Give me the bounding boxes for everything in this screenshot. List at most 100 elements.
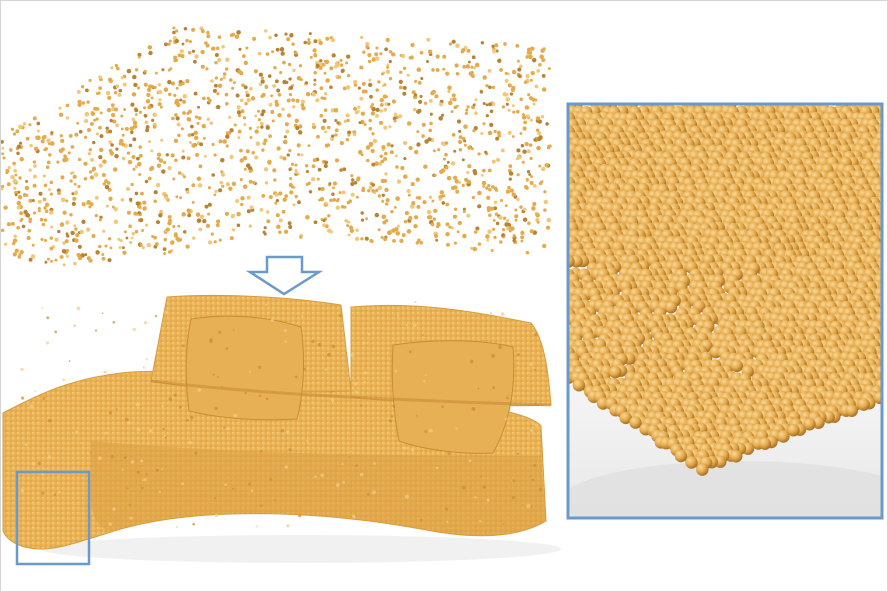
sparse-point (274, 102, 280, 107)
sparse-point (445, 232, 450, 237)
sparse-point (78, 129, 83, 134)
sparse-point (545, 122, 549, 126)
sparse-point (347, 233, 351, 237)
sparse-point (27, 228, 32, 233)
sparse-point (367, 189, 371, 193)
sparse-point (242, 116, 247, 120)
dense-point (112, 507, 116, 511)
sparse-point (174, 158, 178, 162)
sparse-point (16, 225, 20, 230)
sparse-point (538, 63, 542, 67)
dense-point (492, 386, 496, 390)
sparse-point (108, 129, 113, 134)
sparse-point (375, 88, 379, 92)
sparse-point (98, 218, 102, 222)
dense-point (103, 370, 107, 374)
sparse-point (98, 86, 102, 90)
sparse-point (279, 47, 285, 52)
sparse-point (498, 215, 503, 220)
sparse-point (394, 154, 398, 158)
sparse-point (182, 175, 186, 179)
sparse-point (318, 66, 323, 70)
zoomed-point (885, 319, 887, 331)
dense-point (397, 314, 400, 317)
dense-point (20, 488, 25, 493)
sparse-point (282, 156, 287, 161)
sparse-point (413, 215, 419, 220)
dense-point (108, 411, 113, 415)
sparse-point (423, 164, 428, 169)
dense-point (341, 462, 344, 466)
sparse-point (396, 179, 402, 184)
sparse-point (71, 192, 75, 196)
sparse-point (516, 197, 520, 202)
sparse-point (200, 64, 205, 69)
sparse-point (60, 197, 66, 203)
sparse-point (237, 129, 242, 134)
sparse-point (84, 111, 90, 117)
sparse-point (227, 131, 232, 135)
sparse-point (324, 130, 328, 134)
sparse-point (215, 223, 220, 228)
sparse-point (143, 82, 148, 87)
sparse-point (428, 195, 433, 199)
sparse-point (36, 129, 40, 133)
sparse-point (446, 160, 450, 164)
sparse-point (436, 225, 440, 229)
sparse-point (129, 240, 133, 245)
sparse-point (215, 46, 220, 51)
sparse-point (128, 224, 132, 228)
sparse-point (466, 170, 470, 175)
sparse-point (265, 125, 270, 130)
sparse-point (106, 107, 112, 113)
sparse-point (84, 253, 88, 257)
sparse-point (303, 40, 307, 45)
sparse-point (115, 66, 120, 71)
sparse-point (482, 168, 486, 173)
sparse-point (428, 215, 433, 220)
sparse-point (387, 102, 391, 106)
sparse-point (261, 194, 266, 198)
sparse-point (279, 155, 283, 160)
sparse-point (415, 241, 420, 245)
sparse-point (198, 227, 203, 232)
sparse-point (191, 200, 195, 204)
sparse-point (49, 180, 54, 185)
sparse-point (305, 169, 309, 174)
sparse-point (145, 223, 149, 227)
sparse-point (288, 168, 292, 171)
sparse-point (294, 194, 298, 199)
dense-point (53, 493, 57, 497)
sparse-point (508, 171, 514, 176)
sparse-point (278, 218, 283, 223)
sparse-point (73, 182, 77, 186)
sparse-point (413, 224, 418, 229)
sparse-point (403, 220, 408, 224)
sparse-point (33, 146, 39, 151)
sparse-point (388, 59, 392, 64)
sparse-point (350, 181, 355, 187)
sparse-point (451, 133, 456, 137)
sparse-point (283, 229, 289, 234)
sparse-point (450, 161, 456, 166)
sparse-point (374, 212, 379, 218)
sparse-point (14, 248, 19, 253)
sparse-point (181, 173, 185, 177)
sparse-point (393, 205, 397, 209)
sparse-point (505, 102, 509, 106)
zoomed-point (886, 177, 887, 189)
dense-point (136, 427, 141, 432)
sparse-point (525, 186, 529, 190)
sparse-point (472, 66, 476, 70)
sparse-point (30, 254, 36, 259)
sparse-point (317, 187, 322, 191)
sparse-point (477, 204, 482, 209)
dense-point (224, 483, 227, 487)
dense-point (534, 402, 537, 405)
sparse-point (313, 82, 317, 87)
sparse-point (181, 99, 187, 104)
dense-point (155, 468, 159, 472)
sparse-point (436, 221, 441, 227)
sparse-point (141, 229, 145, 232)
sparse-point (188, 40, 192, 44)
